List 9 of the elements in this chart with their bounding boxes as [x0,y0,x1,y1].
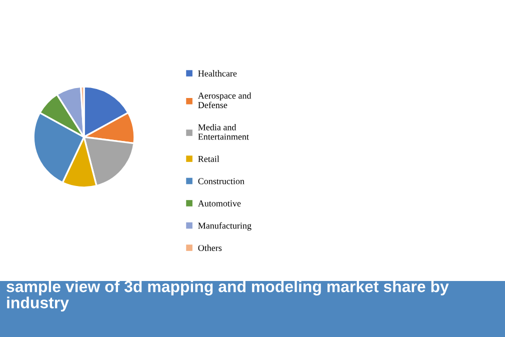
legend-label: Retail [198,156,220,162]
legend-label: Media and Entertainment [198,124,249,140]
legend-label: Others [198,244,222,252]
legend-label: Manufacturing [198,222,252,231]
legend-label: Automotive [198,200,241,206]
legend-label: Aerospace and Defense [198,92,252,108]
text: sample view of 3d mapping and modeling market share by industry [6,280,449,312]
legend-label: Healthcare [198,70,237,77]
legend-label: Construction [198,178,244,184]
